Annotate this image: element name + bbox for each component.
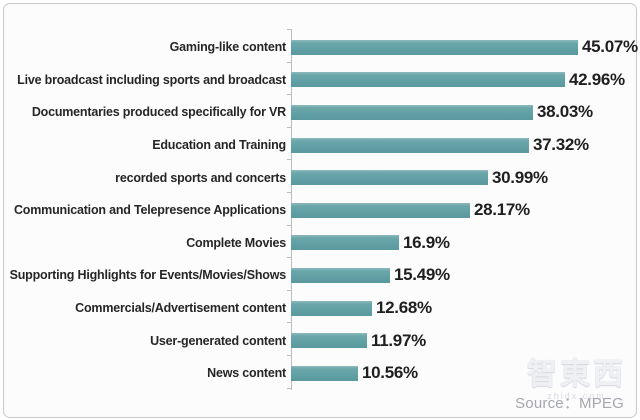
category-label: Education and Training [152,138,286,153]
bar-plot-area: 38.03% [291,102,636,122]
chart-row: Education and Training 37.32% [4,129,636,162]
bar-plot-area: 37.32% [291,135,636,155]
axis-tick [287,29,292,30]
value-label: 15.49% [394,265,450,285]
bar-plot-area: 28.17% [291,200,636,220]
bar [291,39,578,55]
chart-row: Gaming-like content 45.07% [4,31,639,64]
bar-plot-area: 10.56% [291,363,636,383]
chart-row: Complete Movies 16.9% [4,227,636,260]
chart-row: Communication and Telepresence Applicati… [4,194,636,227]
chart-row: Commercials/Advertisement content 12.68% [4,292,636,325]
value-label: 45.07% [582,37,638,57]
category-label: recorded sports and concerts [115,170,286,185]
chart-row: News content 10.56% [4,357,636,390]
category-label: Communication and Telepresence Applicati… [13,203,286,218]
axis-tick [287,159,292,161]
value-label: 30.99% [492,167,548,187]
category-label: News content [207,366,286,381]
bar-plot-area: 11.97% [291,331,636,351]
chart-frame: Gaming-like content 45.07% Live broadcas… [3,3,639,418]
value-label: 12.68% [376,298,432,318]
category-label: Complete Movies [186,235,286,250]
bar-chart: Gaming-like content 45.07% Live broadcas… [4,31,639,391]
axis-tick [287,355,292,356]
category-label: Documentaries produced specifically for … [31,105,286,120]
value-label: 11.97% [371,330,426,350]
category-label: Live broadcast including sports and broa… [17,72,286,87]
bar-plot-area: 16.9% [291,233,636,253]
bar [291,267,390,283]
value-label: 16.9% [403,232,450,252]
value-label: 28.17% [474,200,530,220]
value-label: 10.56% [362,363,418,383]
axis-tick [287,192,292,193]
bar [291,104,533,120]
category-label: Gaming-like content [169,40,287,55]
bar [291,170,488,186]
axis-tick [287,126,292,128]
bar-plot-area: 45.07% [291,37,638,57]
bar [291,235,399,251]
value-label: 38.03% [537,102,593,122]
bar [291,202,470,218]
bar-plot-area: 15.49% [291,265,636,285]
value-label: 42.96% [569,69,625,89]
axis-tick [287,224,292,226]
axis-tick [287,94,292,96]
axis-tick [287,61,292,63]
source-label: Source：MPEG [515,395,624,412]
bar [291,333,367,349]
chart-row: recorded sports and concerts 30.99% [4,161,636,194]
bar [291,365,358,381]
chart-row: Supporting Highlights for Events/Movies/… [4,259,636,292]
bar-plot-area: 30.99% [291,168,636,188]
category-label: Commercials/Advertisement content [75,301,286,316]
axis-tick [287,289,292,291]
bar [291,300,372,316]
chart-row: Live broadcast including sports and broa… [4,64,636,97]
value-label: 37.32% [533,135,589,155]
bar-plot-area: 42.96% [291,70,636,90]
axis-tick [287,322,292,324]
chart-row: Documentaries produced specifically for … [4,96,636,129]
bar-plot-area: 12.68% [291,298,636,318]
bar [291,72,565,88]
axis-tick [287,257,292,259]
chart-row: User-generated content 11.97% [4,324,636,357]
axis-tick [287,387,292,389]
category-label: Supporting Highlights for Events/Movies/… [9,268,287,283]
category-label: User-generated content [150,333,286,348]
bar [291,137,529,153]
